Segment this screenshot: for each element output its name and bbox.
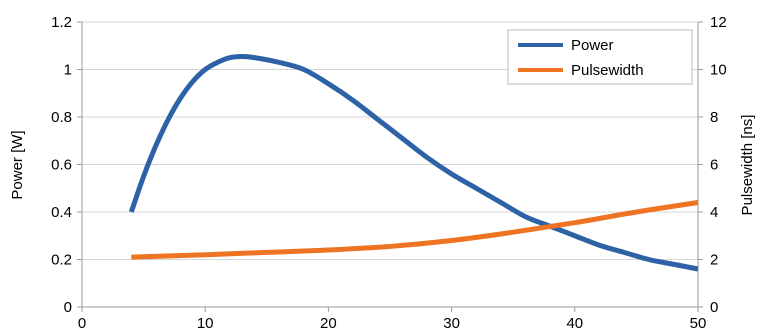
y2-axis-title: Pulsewidth [ns]	[739, 115, 756, 216]
y2-tick-label: 0	[710, 299, 718, 316]
x-tick-label: 20	[320, 315, 337, 332]
y2-tick-label: 8	[710, 109, 718, 126]
series-line-power	[128, 53, 699, 272]
y-tick-label: 0.2	[51, 252, 72, 269]
legend: Power Pulsewidth	[507, 29, 693, 85]
y-tick-label: 0.4	[51, 204, 72, 221]
gridlines	[82, 21, 698, 308]
y-tick-label: 1	[64, 62, 72, 79]
series-line-pulsewidth	[131, 200, 699, 260]
x-tick-label: 30	[443, 315, 460, 332]
axes	[77, 21, 703, 312]
y-tick-label: 0.8	[51, 109, 72, 126]
y-axis-title: Power [W]	[9, 130, 26, 199]
legend-label-pulsewidth: Pulsewidth	[571, 62, 644, 79]
y2-tick-label: 10	[710, 62, 727, 79]
y2-tick-label: 2	[710, 252, 718, 269]
legend-label-power: Power	[571, 37, 614, 54]
x-tick-label: 10	[197, 315, 214, 332]
y-tick-label: 1.2	[51, 14, 72, 31]
legend-box	[507, 29, 693, 85]
y-tick-label: 0.6	[51, 157, 72, 174]
series-lines	[128, 53, 699, 272]
x-tick-label: 0	[78, 315, 86, 332]
x-tick-label: 50	[690, 315, 707, 332]
y2-tick-label: 6	[710, 157, 718, 174]
y2-tick-label: 12	[710, 14, 727, 31]
y2-tick-label: 4	[710, 204, 718, 221]
x-tick-label: 40	[566, 315, 583, 332]
y-tick-label: 0	[64, 299, 72, 316]
